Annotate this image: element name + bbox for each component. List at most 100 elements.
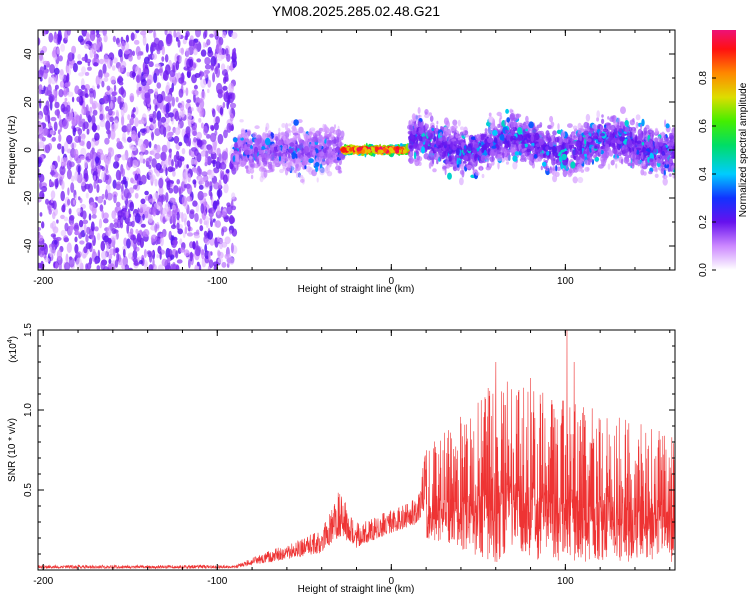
spectrogram-blob [204,64,212,70]
spectrogram-blob [178,88,184,98]
spectrogram-blob [305,136,308,144]
spectrogram-blob [189,251,193,262]
spectrogram-blob [617,152,622,157]
spectrogram-blob [106,226,112,237]
spectrogram-blob [87,61,91,67]
spectrogram-blob [552,146,557,154]
spectrogram-blob [191,89,198,95]
spectrogram-blob [184,168,188,180]
spectrogram-blob [161,258,168,267]
spectrogram-blob [97,102,101,110]
spectrogram-blob [214,153,217,160]
spectrogram-blob [292,132,299,136]
spectrogram-blob [105,105,110,112]
spectrogram-blob [217,133,224,145]
spectrogram-blob [89,96,94,105]
spectrogram-blob [142,30,146,39]
spectrogram-blob [132,237,137,245]
spectrogram-blob [179,211,183,219]
spectrogram-blob [522,124,527,129]
spectrogram-blob [165,103,170,114]
spectrogram-blob [56,249,63,261]
spectrogram-blob [85,32,90,39]
spectrogram-blob [179,247,186,253]
spectrogram-blob [621,132,625,138]
spectrogram-blob [48,205,51,211]
spectrogram-blob [452,125,458,130]
spectrogram-blob [223,183,229,194]
spectrogram-blob [664,163,670,169]
spectrogram-blob [626,158,629,165]
spectrogram-blob [158,185,164,197]
spectrogram-blob [334,139,337,145]
spectrogram-blob [433,152,440,161]
spectrogram-blob [55,236,62,241]
spectrogram-blob [265,126,268,133]
spectrogram-blob [584,166,590,172]
spectrogram-blob [510,129,514,134]
spectrogram-blob [79,113,83,125]
spectrogram-blob [542,161,547,167]
spectrogram-blob [634,159,638,165]
spectrogram-blob [59,123,63,133]
spectrogram-blob [79,240,85,245]
spectrogram-blob [234,141,239,149]
spectrogram-blob [607,116,610,120]
spectrogram-blob [413,151,417,160]
spectrogram-blob [192,241,196,250]
spectrogram-blob [93,180,97,189]
spectrogram-blob [82,219,89,225]
spectrogram-blob [180,47,184,55]
spectrogram-blob [142,213,145,221]
spectrogram-blob [207,88,210,94]
spectrogram-blob [138,86,142,92]
spectrogram-blob [210,63,214,71]
spectrogram-blob [504,129,510,134]
spectrogram-blob [645,150,648,154]
spectrogram-blob [212,108,216,118]
spectrogram-blob [103,34,108,43]
spectrogram-blob [54,239,58,245]
spectrogram-blob [263,149,269,153]
spectrogram-blob [626,132,630,137]
spectrogram-blob [457,119,461,127]
spectrogram-blob [66,91,74,97]
spectrogram-blob [308,158,315,164]
spectrogram-blob [635,134,638,143]
spectrogram-blob [441,151,446,158]
spectrogram-blob [130,146,137,152]
spectrogram-blob [611,139,617,144]
spectrogram-blob [161,45,165,56]
spectrogram-blob [647,129,653,135]
spectrogram-blob [47,109,50,119]
spectrogram-blob [499,134,505,142]
spectrogram-blob [156,49,161,55]
spectrogram-blob [221,151,228,161]
spectrogram-blob [321,137,326,141]
spectrogram-blob [297,152,301,158]
spectrogram-blob [113,161,119,169]
spectrogram-blob [121,154,127,161]
spectrogram-blob [140,206,144,212]
spectrogram-blob [231,228,238,237]
spectrogram-blob [114,154,120,162]
spectrogram-blob [493,137,498,144]
spectrogram-blob [162,74,168,81]
spectrogram-blob [509,120,514,125]
spectrogram-blob [606,138,611,145]
spectrogram-blob [212,200,218,210]
spectrogram-blob [594,156,599,162]
spectrogram-blob [164,113,170,118]
spectrogram-blob [455,147,460,156]
spectrogram-blob [57,35,62,45]
spectrogram-blob [600,133,606,137]
spectrogram-blob [60,214,65,220]
spectrogram-blob [220,211,227,218]
spectrogram-blob [532,128,537,134]
spectrogram-blob [181,148,186,155]
spectrogram-blob [662,174,668,179]
spectrogram-blob [212,159,216,168]
spectrogram-blob [193,92,196,103]
spectrogram-blob [147,74,153,85]
